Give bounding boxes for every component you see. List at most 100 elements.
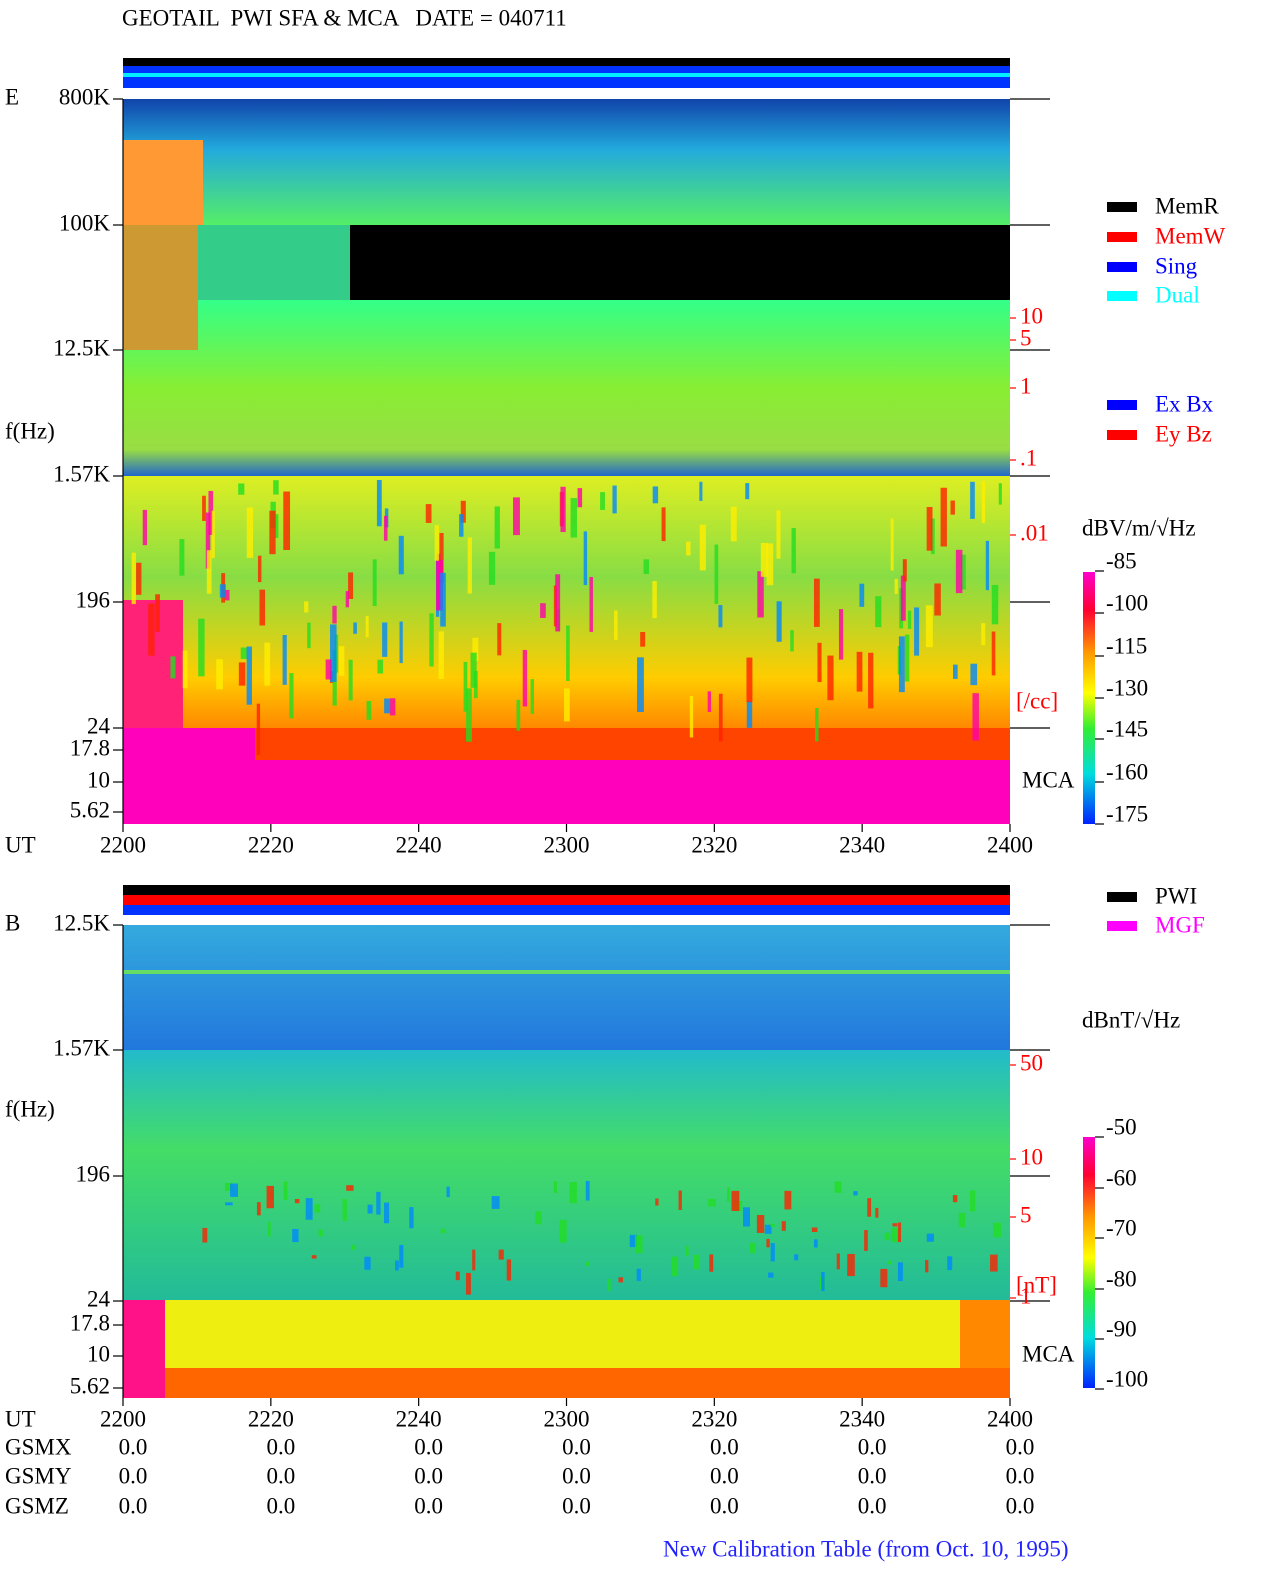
- y-tick-label: 12.5K: [53, 910, 110, 935]
- x-tick-label: 2240: [396, 1406, 442, 1431]
- colorbar-tick-label: -130: [1106, 675, 1148, 700]
- streak: [376, 1191, 381, 1215]
- y-tick-label: 10: [87, 1341, 110, 1366]
- streak: [718, 605, 723, 628]
- streak: [460, 500, 466, 523]
- colorbar-tick-label: -50: [1106, 1114, 1137, 1139]
- streak: [643, 559, 650, 574]
- cell: 0.0: [562, 1434, 591, 1459]
- colorbar-tick-label: -85: [1106, 548, 1137, 573]
- cell: 0.0: [119, 1434, 148, 1459]
- streak: [817, 642, 822, 683]
- streak: [383, 1202, 390, 1224]
- streak: [367, 1204, 373, 1214]
- streak: [838, 609, 844, 660]
- streak: [259, 589, 266, 626]
- streak: [875, 596, 882, 628]
- streak: [730, 506, 737, 542]
- y-tick-label: 1.57K: [53, 461, 110, 486]
- legend-swatch: [1107, 400, 1137, 410]
- streak: [671, 1256, 679, 1277]
- legend-swatch: [1107, 232, 1137, 242]
- streak: [434, 525, 439, 561]
- streak: [202, 1227, 208, 1243]
- streak: [678, 1190, 682, 1210]
- streak: [148, 603, 155, 656]
- colorbar-tick-label: -160: [1106, 759, 1148, 784]
- streak: [470, 652, 477, 688]
- streak: [399, 621, 403, 664]
- panel-label: B: [5, 910, 20, 935]
- streak: [264, 642, 271, 686]
- streak: [821, 1271, 825, 1292]
- y-tick-label: 196: [76, 1161, 111, 1186]
- streak: [867, 1198, 872, 1217]
- x-tick-label: 2400: [987, 1406, 1033, 1431]
- legend-swatch: [1107, 202, 1137, 212]
- streak: [131, 552, 136, 605]
- streak: [513, 497, 520, 536]
- streak: [377, 659, 384, 674]
- streak: [756, 1215, 765, 1233]
- streak: [238, 483, 245, 495]
- streak: [219, 584, 226, 598]
- streak: [856, 651, 863, 692]
- legend-label: Sing: [1155, 253, 1198, 278]
- y-tick-label: 24: [87, 1286, 111, 1311]
- streak: [745, 483, 750, 500]
- cell: 0.0: [414, 1463, 443, 1488]
- streak: [743, 1207, 751, 1227]
- colorbar-tick-label: -115: [1106, 633, 1147, 658]
- colorbar-tick-label: -145: [1106, 716, 1148, 741]
- streak: [813, 578, 820, 627]
- streak: [566, 625, 570, 681]
- x-tick-label: 2220: [248, 1406, 294, 1431]
- streak: [466, 1272, 471, 1295]
- streak: [714, 544, 719, 604]
- streak: [784, 1190, 792, 1210]
- streak: [446, 1186, 450, 1198]
- streak: [770, 1242, 775, 1262]
- streak: [770, 1223, 775, 1228]
- streak: [555, 574, 561, 632]
- streak: [991, 631, 996, 676]
- streak: [880, 1268, 888, 1288]
- streak: [652, 486, 659, 504]
- streak: [577, 488, 583, 508]
- colorbar-tick-label: -100: [1106, 1366, 1148, 1391]
- colorbar: [1083, 1137, 1095, 1388]
- mca-label: MCA: [1022, 1341, 1075, 1366]
- streak: [991, 584, 999, 625]
- streak: [472, 1249, 476, 1271]
- spectrogram-b: [123, 885, 1010, 1398]
- density-tick-label: .01: [1020, 520, 1049, 545]
- streak: [685, 1246, 689, 1256]
- streak: [925, 1260, 929, 1273]
- streak: [463, 661, 468, 712]
- streak: [472, 637, 479, 662]
- colorbar-tick-label: -60: [1106, 1165, 1137, 1190]
- streak: [273, 480, 279, 495]
- streak: [494, 506, 500, 549]
- streak: [267, 1221, 271, 1237]
- streak: [583, 531, 588, 586]
- density-tick-label: 5: [1020, 1202, 1032, 1227]
- streak: [206, 550, 212, 594]
- streak: [925, 605, 933, 648]
- streak: [332, 605, 337, 624]
- streak: [383, 515, 388, 541]
- density-tick-label: .1: [1020, 445, 1037, 470]
- streak: [847, 1253, 855, 1277]
- streak: [900, 575, 906, 621]
- streak: [746, 657, 753, 703]
- streak: [429, 613, 434, 667]
- streak: [958, 1212, 966, 1228]
- legend-swatch: [1107, 921, 1137, 931]
- streak: [969, 1190, 976, 1212]
- streak: [351, 1244, 356, 1251]
- streak: [629, 1234, 638, 1248]
- streak: [506, 1259, 512, 1281]
- streak: [230, 1183, 238, 1197]
- streak: [689, 696, 694, 738]
- streak: [961, 554, 966, 590]
